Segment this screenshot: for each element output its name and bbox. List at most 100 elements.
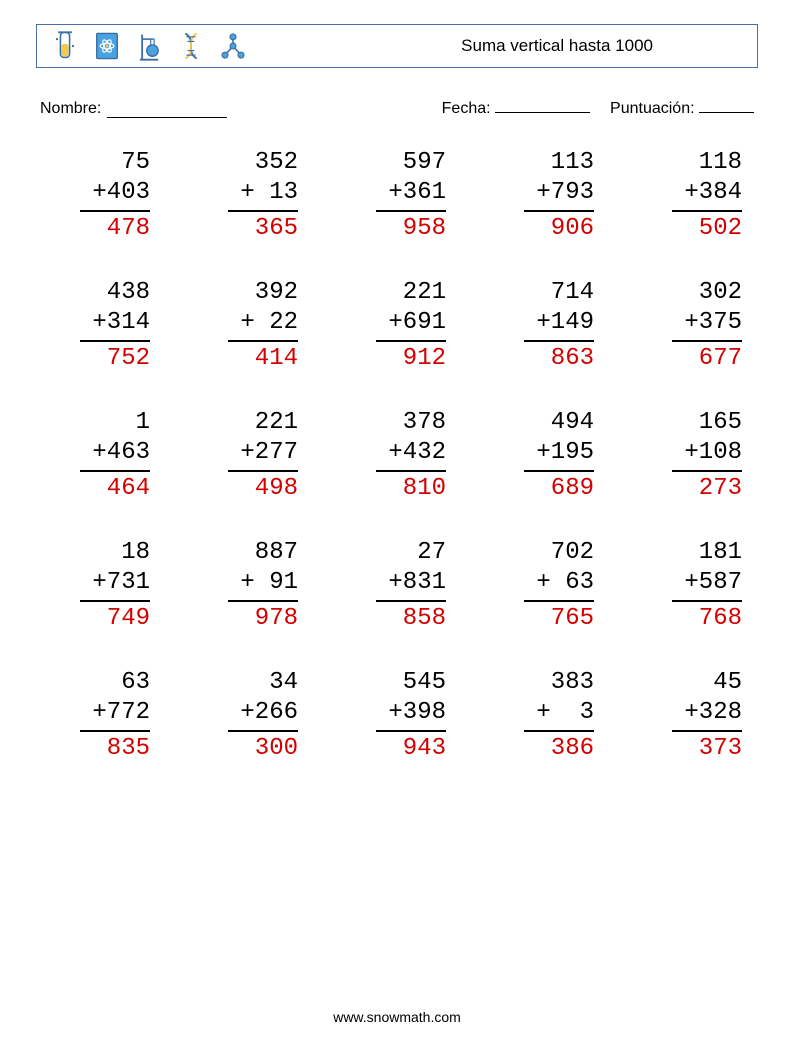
- sum-rule: [228, 730, 298, 732]
- sum-rule: [524, 600, 594, 602]
- addend-top: 597: [388, 148, 446, 178]
- answer: 835: [92, 734, 150, 764]
- addend-top: 545: [388, 668, 446, 698]
- addend-top: 181: [684, 538, 742, 568]
- date-blank: [495, 96, 590, 113]
- answer: 464: [92, 474, 150, 504]
- answer: 978: [240, 604, 298, 634]
- sum-rule: [376, 730, 446, 732]
- meta-right: Fecha: Puntuación:: [442, 96, 754, 118]
- answer: 752: [92, 344, 150, 374]
- addend-bottom: +432: [388, 438, 446, 468]
- problem: 221+691 912: [348, 278, 446, 374]
- addend-bottom: +314: [92, 308, 150, 338]
- sum-rule: [228, 210, 298, 212]
- addend-top: 702: [536, 538, 594, 568]
- problem: 221+277 498: [200, 408, 298, 504]
- test-tube-icon: [51, 30, 79, 62]
- addend-top: 221: [388, 278, 446, 308]
- answer: 273: [684, 474, 742, 504]
- addend-bottom: +195: [536, 438, 594, 468]
- addend-top: 392: [240, 278, 298, 308]
- addend-bottom: + 13: [240, 178, 298, 208]
- sum-rule: [376, 600, 446, 602]
- addend-bottom: +277: [240, 438, 298, 468]
- problem: 63+772 835: [52, 668, 150, 764]
- answer: 689: [536, 474, 594, 504]
- name-blank: [107, 101, 227, 118]
- sum-rule: [228, 470, 298, 472]
- addend-bottom: +463: [92, 438, 150, 468]
- answer: 300: [240, 734, 298, 764]
- answer: 373: [684, 734, 742, 764]
- addend-bottom: +403: [92, 178, 150, 208]
- meta-name: Nombre:: [40, 96, 227, 118]
- addend-top: 352: [240, 148, 298, 178]
- problem: 352+ 13 365: [200, 148, 298, 244]
- answer: 478: [92, 214, 150, 244]
- addend-bottom: + 3: [536, 698, 594, 728]
- addend-top: 45: [684, 668, 742, 698]
- answer: 906: [536, 214, 594, 244]
- addend-bottom: +772: [92, 698, 150, 728]
- answer: 498: [240, 474, 298, 504]
- sum-rule: [672, 730, 742, 732]
- sum-rule: [376, 340, 446, 342]
- header-bar: Suma vertical hasta 1000: [36, 24, 758, 68]
- atom-card-icon: [93, 30, 121, 62]
- meta-score: Puntuación:: [610, 96, 754, 118]
- addend-bottom: +691: [388, 308, 446, 338]
- sum-rule: [228, 340, 298, 342]
- problems-grid: 75+403 478 352+ 13 365 597+361 958 113+7…: [36, 148, 758, 764]
- score-label: Puntuación:: [610, 100, 695, 117]
- worksheet-page: Suma vertical hasta 1000 Nombre: Fecha: …: [0, 0, 794, 1053]
- sum-rule: [376, 210, 446, 212]
- addend-top: 302: [684, 278, 742, 308]
- addend-top: 1: [92, 408, 150, 438]
- sum-rule: [80, 600, 150, 602]
- problem: 545+398 943: [348, 668, 446, 764]
- worksheet-title: Suma vertical hasta 1000: [461, 36, 653, 56]
- answer: 858: [388, 604, 446, 634]
- answer: 912: [388, 344, 446, 374]
- meta-date: Fecha:: [442, 96, 590, 118]
- problem: 597+361 958: [348, 148, 446, 244]
- sum-rule: [524, 210, 594, 212]
- addend-bottom: +375: [684, 308, 742, 338]
- problem: 887+ 91 978: [200, 538, 298, 634]
- problem: 181+587 768: [644, 538, 742, 634]
- sum-rule: [228, 600, 298, 602]
- sum-rule: [80, 730, 150, 732]
- problem: 118+384 502: [644, 148, 742, 244]
- score-blank: [699, 96, 754, 113]
- addend-bottom: +384: [684, 178, 742, 208]
- flask-stand-icon: [135, 30, 163, 62]
- answer: 863: [536, 344, 594, 374]
- addend-bottom: +587: [684, 568, 742, 598]
- sum-rule: [672, 470, 742, 472]
- problem: 75+403 478: [52, 148, 150, 244]
- header-icon-row: [51, 30, 247, 62]
- addend-bottom: + 22: [240, 308, 298, 338]
- sum-rule: [524, 470, 594, 472]
- addend-top: 75: [92, 148, 150, 178]
- problem: 392+ 22 414: [200, 278, 298, 374]
- addend-top: 887: [240, 538, 298, 568]
- answer: 765: [536, 604, 594, 634]
- sum-rule: [672, 210, 742, 212]
- molecule-icon: [219, 30, 247, 62]
- problem: 165+108 273: [644, 408, 742, 504]
- addend-bottom: +361: [388, 178, 446, 208]
- addend-top: 378: [388, 408, 446, 438]
- problem: 34+266 300: [200, 668, 298, 764]
- answer: 502: [684, 214, 742, 244]
- addend-top: 494: [536, 408, 594, 438]
- addend-bottom: +831: [388, 568, 446, 598]
- answer: 749: [92, 604, 150, 634]
- sum-rule: [672, 600, 742, 602]
- problem: 438+314 752: [52, 278, 150, 374]
- answer: 677: [684, 344, 742, 374]
- addend-bottom: + 91: [240, 568, 298, 598]
- addend-bottom: +398: [388, 698, 446, 728]
- date-label: Fecha:: [442, 100, 491, 117]
